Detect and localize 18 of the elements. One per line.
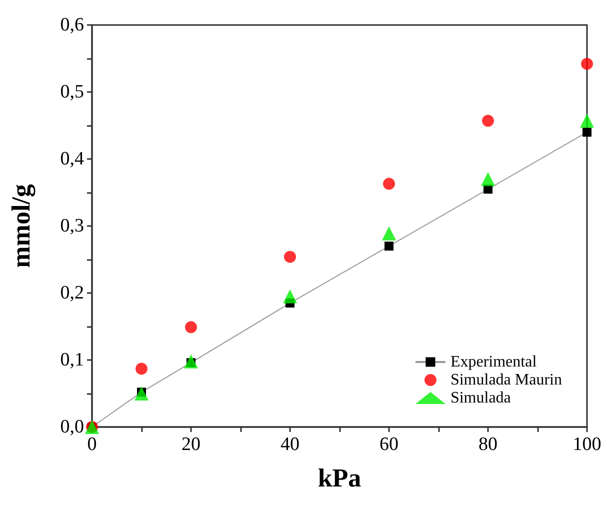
legend-label: Experimental [450,354,538,370]
x-tick-label: 0 [87,434,97,455]
y-tick-label: 0,2 [60,282,84,304]
legend-label: Simulada [450,390,511,406]
y-tick-label: 0,1 [60,350,84,370]
y-tick-label: 0,3 [60,216,84,236]
x-tick-label: 20 [182,434,200,455]
y-tick-label: 0,0 [60,416,84,438]
y-tick-label: 0,5 [60,82,84,102]
y-tick-label: 0,6 [60,14,84,36]
x-tick-label: 60 [380,434,398,455]
x-tick-label: 100 [572,434,602,455]
legend-label: Simulada Maurin [450,372,562,388]
y-tick-label: 0,4 [60,148,84,170]
x-axis-title: kPa [318,464,362,492]
x-tick-label: 80 [478,434,498,455]
x-tick-label: 40 [280,434,300,455]
y-axis-title: mmol/g [6,184,36,268]
